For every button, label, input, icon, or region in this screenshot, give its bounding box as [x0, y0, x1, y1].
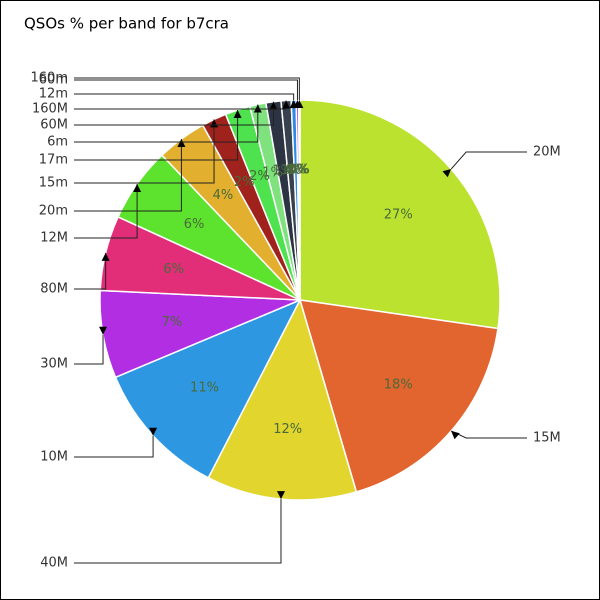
leader-line [74, 119, 215, 184]
leader-arrow [177, 138, 186, 147]
data-label: 0% [289, 163, 310, 178]
leader-arrow [282, 100, 291, 109]
leader-line [74, 104, 259, 143]
data-label: 18% [384, 378, 413, 393]
data-label: 11% [190, 381, 219, 396]
data-label: 1% [262, 165, 283, 180]
legend-label: 40M [40, 556, 68, 571]
pie-slice [298, 299, 499, 493]
leader-line [74, 435, 154, 458]
legend-label: 6m [47, 135, 68, 150]
leader-line [74, 334, 104, 365]
data-label: 2% [234, 175, 255, 190]
leader-line [74, 183, 138, 239]
leader-line [74, 252, 107, 290]
legend-label: 80M [40, 282, 68, 297]
legend-label: 12M [40, 231, 68, 246]
data-label: 0% [288, 163, 309, 178]
legend-label: 60M [40, 118, 68, 133]
data-label: 6% [184, 217, 205, 232]
leader-arrow [295, 100, 304, 109]
leader-arrow [451, 430, 460, 440]
data-label: 27% [384, 207, 413, 222]
leader-arrow [133, 183, 142, 192]
legend-label: 12m [39, 87, 68, 102]
data-label: 4% [213, 188, 234, 203]
data-label: 1% [272, 164, 293, 179]
leader-line [74, 109, 239, 161]
leader-line [74, 138, 182, 212]
legend-label: 160M [32, 102, 68, 117]
leader-arrow [99, 326, 108, 335]
legend-label: 15m [39, 176, 68, 191]
leader-line [74, 79, 298, 101]
legend-label: 17m [39, 153, 68, 168]
leader-arrow [269, 101, 278, 110]
data-label: 0% [286, 163, 307, 178]
leader-line [74, 93, 295, 101]
data-label: 2% [249, 169, 270, 184]
leader-line [450, 151, 527, 170]
chart-title: QSOs % per band for b7cra [24, 15, 229, 33]
data-label: 7% [162, 315, 183, 330]
leader-arrow [101, 252, 110, 261]
legend-label: 160m [31, 71, 68, 86]
legend-label: 20m [39, 204, 68, 219]
legend-label: 60m [39, 73, 68, 88]
leader-arrow [233, 109, 242, 118]
data-label: 12% [273, 422, 302, 437]
legend-label: 30M [40, 357, 68, 372]
leader-arrow [276, 491, 285, 500]
leader-arrow [442, 169, 452, 178]
leader-line [74, 499, 282, 564]
legend-label: 15M [533, 431, 561, 446]
leader-line [74, 77, 300, 101]
legend-label: 20M [533, 145, 561, 160]
data-label: 6% [163, 262, 184, 277]
leader-arrow [149, 427, 158, 436]
data-label: 1% [281, 163, 302, 178]
legend-label: 10M [40, 450, 68, 465]
